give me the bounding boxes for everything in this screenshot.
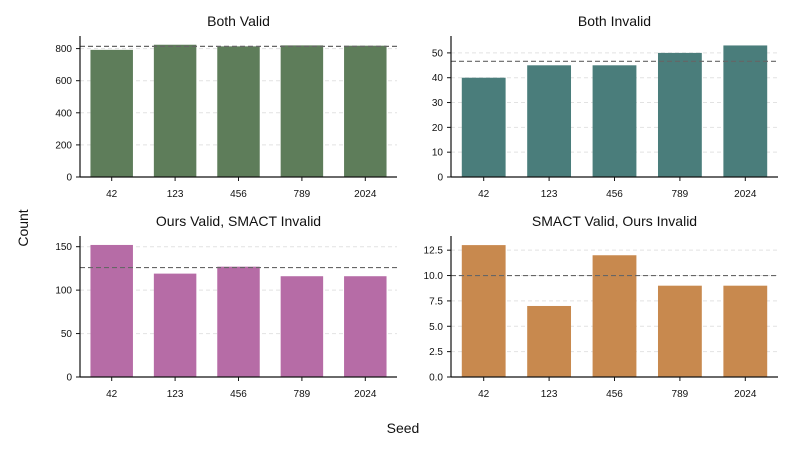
bar-123 — [153, 44, 197, 178]
x-tick-label: 123 — [541, 189, 558, 200]
y-tick-label: 12.5 — [424, 246, 444, 257]
x-tick-label: 789 — [672, 189, 689, 200]
y-tick-label: 40 — [432, 73, 444, 84]
bar-789 — [280, 276, 324, 377]
x-tick-label: 2024 — [734, 389, 757, 400]
bar-42 — [90, 244, 133, 377]
y-tick-label: 30 — [432, 98, 444, 109]
y-tick-label: 800 — [55, 44, 72, 55]
subplot-title: Ours Valid, SMACT Invalid — [156, 213, 321, 229]
bar-789 — [657, 52, 702, 178]
y-tick-label: 7.5 — [429, 296, 443, 307]
y-tick-label: 50 — [432, 48, 444, 59]
x-tick-label: 2024 — [734, 189, 757, 200]
y-tick-label: 0.0 — [429, 373, 443, 384]
x-tick-label: 456 — [606, 389, 623, 400]
y-tick-label: 10.0 — [424, 271, 444, 282]
subplot-title: Both Invalid — [578, 13, 651, 29]
subplot-title: SMACT Valid, Ours Invalid — [532, 213, 697, 229]
y-tick-label: 2.5 — [429, 347, 443, 358]
bar-2024 — [723, 285, 768, 377]
bar-2024 — [344, 276, 387, 377]
y-tick-label: 10 — [432, 148, 444, 159]
x-tick-label: 789 — [294, 189, 311, 200]
x-tick-label: 456 — [606, 189, 623, 200]
y-axis-label: Count — [15, 209, 31, 246]
bar-2024 — [723, 45, 768, 178]
x-tick-label: 42 — [106, 189, 118, 200]
y-tick-label: 20 — [432, 123, 444, 134]
bar-456 — [592, 255, 637, 377]
bar-42 — [461, 245, 506, 377]
bar-42 — [461, 77, 506, 177]
x-tick-label: 456 — [230, 389, 247, 400]
y-tick-label: 600 — [55, 76, 72, 87]
bar-123 — [527, 65, 572, 177]
bar-789 — [657, 285, 702, 377]
y-tick-label: 5.0 — [429, 322, 443, 333]
y-tick-label: 200 — [55, 140, 72, 151]
y-tick-label: 0 — [66, 173, 72, 184]
x-tick-label: 123 — [541, 389, 558, 400]
bar-456 — [592, 65, 637, 177]
x-tick-label: 456 — [230, 189, 247, 200]
x-axis-label: Seed — [387, 420, 420, 436]
x-tick-label: 789 — [672, 389, 689, 400]
subplot-title: Both Valid — [207, 13, 270, 29]
x-tick-label: 2024 — [354, 189, 377, 200]
x-tick-label: 2024 — [354, 389, 377, 400]
bar-789 — [280, 45, 324, 177]
subplot-3: 0 50 100 150 42 123 456 789 2024 Ours Valid, SMAC… — [55, 213, 397, 400]
subplot-1: 0 200 400 600 800 42 123 456 789 2024 Both Valid — [55, 13, 397, 200]
x-tick-label: 123 — [167, 189, 184, 200]
y-tick-label: 400 — [55, 108, 72, 119]
x-tick-label: 42 — [478, 189, 490, 200]
x-tick-label: 42 — [478, 389, 490, 400]
bar-42 — [90, 49, 133, 178]
y-tick-label: 0 — [437, 173, 443, 184]
x-tick-label: 123 — [167, 389, 184, 400]
y-tick-label: 50 — [61, 329, 73, 340]
x-tick-label: 789 — [294, 389, 311, 400]
bar-456 — [217, 46, 260, 177]
x-tick-label: 42 — [106, 389, 118, 400]
y-tick-label: 100 — [55, 286, 72, 297]
bar-456 — [217, 266, 260, 377]
y-tick-label: 150 — [55, 242, 72, 253]
bar-123 — [153, 273, 197, 377]
y-tick-label: 0 — [66, 373, 72, 384]
subplot-2: 0 10 20 30 40 50 42 123 456 789 2024 Both Invalid — [432, 13, 778, 200]
bar-2024 — [344, 45, 387, 177]
subplot-4: 0.0 2.5 5.0 7.5 10.0 12.5 42 123 456 789 2024 SMACT… — [424, 213, 778, 400]
bar-123 — [527, 305, 572, 377]
